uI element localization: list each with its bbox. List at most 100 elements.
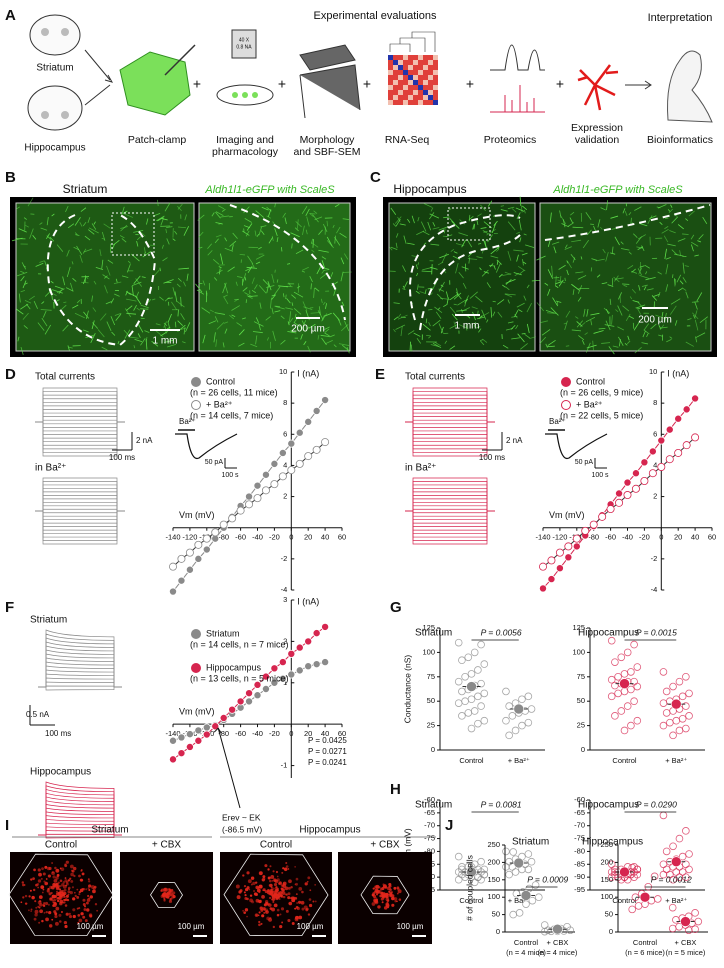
heatmap-cell bbox=[388, 75, 393, 80]
fiber bbox=[221, 208, 226, 212]
fiber bbox=[51, 213, 55, 217]
fiber bbox=[305, 208, 310, 216]
heatmap-cell bbox=[418, 90, 423, 95]
fiber bbox=[164, 297, 170, 302]
stained-cell bbox=[160, 888, 165, 892]
stained-cell bbox=[398, 898, 402, 901]
fiber bbox=[218, 205, 225, 210]
stained-cell bbox=[251, 900, 255, 904]
fiber bbox=[458, 232, 469, 237]
label: Ba²⁺ bbox=[179, 417, 196, 426]
fiber bbox=[290, 232, 300, 238]
current-trace bbox=[35, 421, 125, 425]
stained-cell bbox=[78, 907, 81, 910]
legend-marker bbox=[191, 377, 201, 387]
current-trace bbox=[35, 508, 125, 512]
label: 50 pA bbox=[205, 459, 224, 466]
fiber bbox=[286, 263, 291, 265]
stained-cell bbox=[243, 884, 247, 888]
data-point bbox=[682, 672, 690, 681]
data-point bbox=[253, 691, 262, 700]
fiber bbox=[214, 316, 219, 323]
inset-trace bbox=[175, 433, 238, 460]
data-point bbox=[202, 730, 211, 739]
heatmap-cell bbox=[393, 65, 398, 70]
cell-dot bbox=[252, 92, 258, 98]
fiber bbox=[413, 332, 421, 337]
fiber bbox=[632, 300, 640, 303]
data-point bbox=[524, 850, 533, 858]
y-tick-label: 50 bbox=[577, 696, 585, 705]
x-tick-label: 20 bbox=[674, 533, 682, 542]
stained-cell bbox=[88, 884, 92, 888]
x-tick-label: -40 bbox=[252, 729, 263, 738]
stained-cell bbox=[276, 875, 279, 878]
stained-cell bbox=[47, 887, 50, 891]
scale-label: 100 µm bbox=[397, 922, 424, 931]
stained-cell bbox=[278, 898, 281, 900]
fiber bbox=[637, 234, 646, 240]
fiber bbox=[318, 249, 329, 253]
data-point bbox=[682, 724, 690, 733]
stained-cell bbox=[82, 903, 86, 907]
current-trace bbox=[38, 811, 122, 836]
fiber bbox=[18, 293, 21, 303]
stained-cell bbox=[59, 920, 62, 923]
fiber bbox=[578, 335, 585, 341]
fiber bbox=[665, 284, 669, 292]
stained-cell bbox=[294, 907, 297, 910]
fiber bbox=[344, 253, 349, 260]
data-point bbox=[458, 656, 466, 665]
fiber bbox=[290, 329, 294, 333]
current-trace bbox=[405, 394, 495, 423]
data-point bbox=[228, 514, 237, 523]
stained-cell bbox=[87, 894, 90, 898]
fiber bbox=[66, 249, 70, 257]
fiber bbox=[296, 219, 299, 229]
fiber bbox=[687, 318, 692, 321]
heatmap-cell bbox=[403, 95, 408, 100]
data-point bbox=[168, 755, 177, 764]
data-point bbox=[620, 670, 629, 678]
fiber bbox=[224, 328, 228, 334]
stained-cell bbox=[264, 864, 268, 868]
fiber bbox=[402, 265, 406, 272]
stained-cell bbox=[74, 894, 77, 898]
stained-cell bbox=[278, 890, 283, 895]
current-trace bbox=[38, 629, 122, 688]
stained-cell bbox=[252, 889, 256, 893]
fiber bbox=[624, 343, 628, 346]
stained-cell bbox=[59, 867, 62, 870]
current-trace bbox=[405, 484, 495, 512]
fiber bbox=[511, 337, 520, 340]
fiber bbox=[399, 223, 406, 226]
stained-cell bbox=[83, 908, 87, 911]
fiber bbox=[282, 293, 285, 298]
category-label: + CBX bbox=[547, 938, 569, 947]
region-dot bbox=[41, 28, 49, 36]
fiber bbox=[151, 341, 159, 347]
current-trace bbox=[38, 785, 122, 836]
current-trace bbox=[38, 665, 122, 688]
fiber bbox=[87, 217, 91, 224]
fiber bbox=[552, 297, 559, 307]
stained-cell bbox=[56, 890, 58, 893]
stained-cell bbox=[288, 879, 292, 884]
fiber bbox=[303, 341, 307, 346]
current-trace bbox=[35, 421, 125, 439]
data-point bbox=[572, 534, 581, 543]
data-point bbox=[685, 850, 693, 858]
y-tick-label: -2 bbox=[281, 554, 288, 563]
data-point bbox=[321, 438, 330, 447]
stained-cell bbox=[82, 898, 86, 902]
fiber bbox=[271, 235, 274, 242]
fiber bbox=[422, 267, 433, 271]
heatmap-cell bbox=[403, 65, 408, 70]
current-trace bbox=[35, 501, 125, 512]
data-point bbox=[304, 452, 313, 461]
stained-cell bbox=[82, 887, 86, 891]
fiber bbox=[567, 222, 575, 227]
fiber bbox=[311, 249, 315, 253]
stained-cell bbox=[304, 882, 308, 886]
fiber bbox=[319, 273, 328, 279]
